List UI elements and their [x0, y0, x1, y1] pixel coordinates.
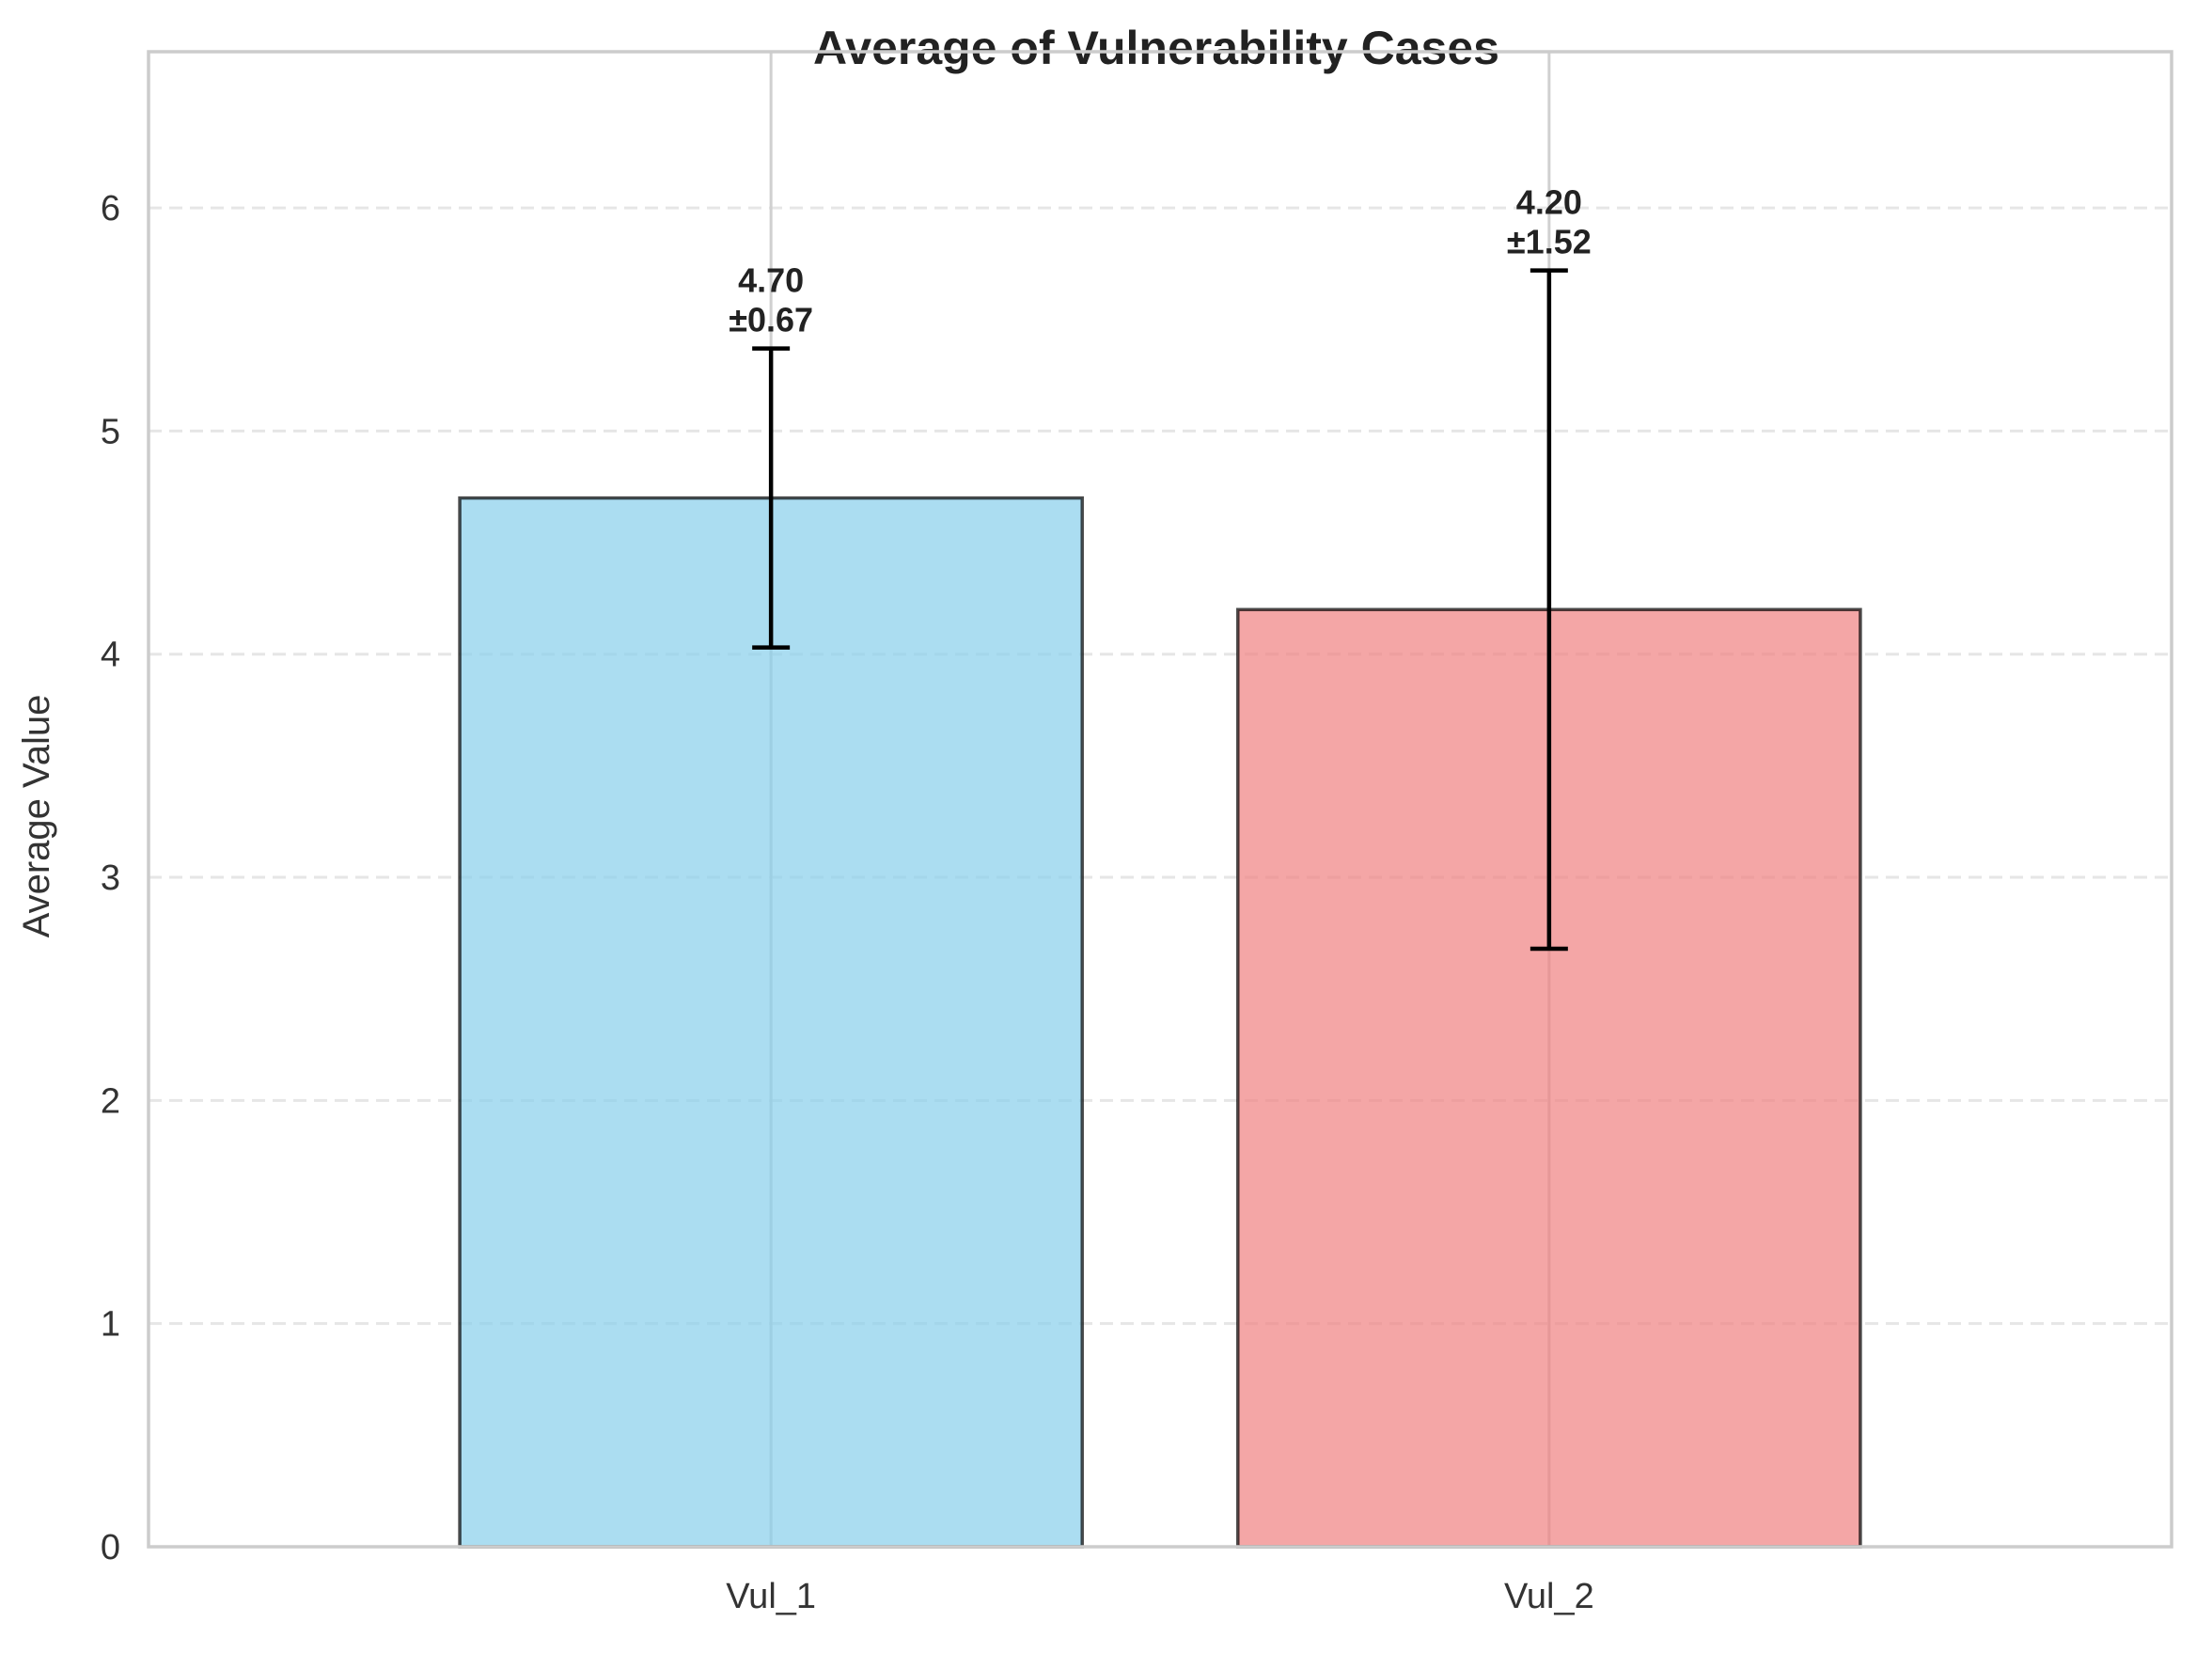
- y-tick-label: 1: [101, 1305, 120, 1345]
- error-label: ±1.52: [1507, 223, 1592, 261]
- bar: [458, 496, 1084, 1549]
- y-tick-label: 3: [101, 858, 120, 898]
- y-tick-label: 5: [101, 412, 120, 451]
- y-tick-label: 0: [101, 1528, 120, 1567]
- plot-area: 4.70±0.67 4.20±1.52 0 1 2 3 4 5 6 Vul_1 Vul_2: [101, 50, 2173, 1616]
- chart-title: Average of Vulnerability Cases: [813, 22, 1499, 74]
- value-label: 4.70: [738, 261, 804, 300]
- x-tick-label: Vul_1: [726, 1577, 816, 1616]
- y-axis-label: Average Value: [16, 695, 57, 938]
- value-label: 4.20: [1516, 183, 1582, 222]
- error-label: ±0.67: [729, 301, 813, 339]
- x-tick-label: Vul_2: [1504, 1577, 1594, 1616]
- y-tick-label: 6: [101, 189, 120, 228]
- plot-border: [147, 50, 2173, 1549]
- y-tick-label: 4: [101, 636, 120, 675]
- y-tick-label: 2: [101, 1081, 120, 1121]
